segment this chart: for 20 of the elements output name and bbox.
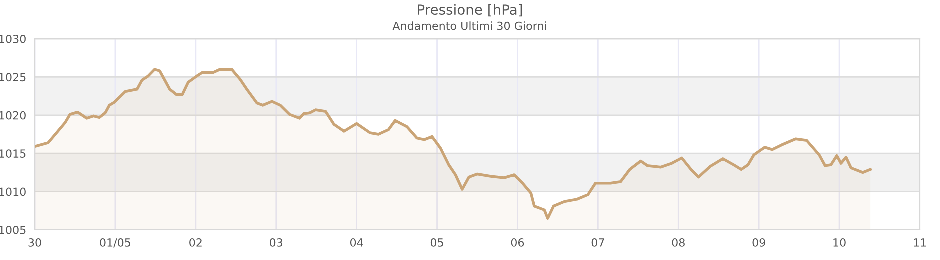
x-tick-label: 11 (914, 238, 926, 247)
x-tick-label: 01/05 (100, 238, 130, 248)
x-tick-label: 04 (350, 238, 364, 247)
x-tick-label: 10 (834, 238, 846, 247)
x-tick-label: 06 (511, 238, 524, 247)
x-tick-label: 07 (592, 238, 604, 247)
x-tick-label: 30 (28, 238, 42, 247)
y-tick-label: 1010 (0, 188, 26, 196)
x-tick-label: 03 (270, 238, 283, 247)
x-tick-label: 02 (190, 238, 202, 247)
x-tick-label: 08 (672, 238, 685, 247)
y-tick-label: 1020 (0, 111, 26, 120)
chart-title: Pressione [hPa] (418, 4, 522, 17)
y-tick-label: 1015 (0, 150, 26, 158)
x-tick-label: 05 (430, 238, 444, 247)
y-tick-label: 1030 (0, 34, 26, 44)
x-tick-label: 09 (752, 238, 766, 247)
y-tick-label: 1005 (0, 226, 26, 234)
chart-subtitle: Andamento Ultimi 30 Giorni (392, 22, 546, 30)
y-tick-label: 1025 (0, 73, 26, 82)
